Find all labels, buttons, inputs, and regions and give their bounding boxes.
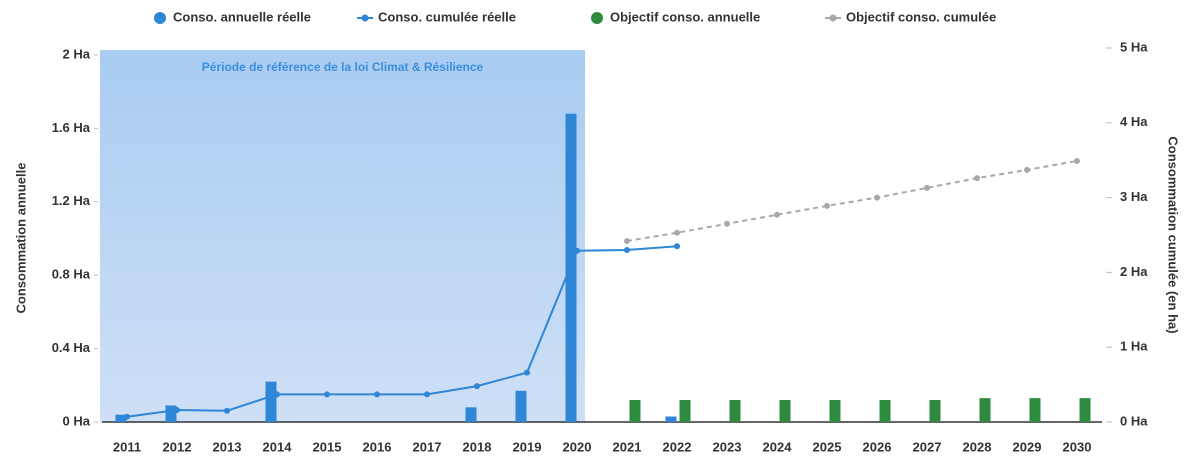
- point: [374, 391, 380, 398]
- point: [424, 391, 430, 398]
- bar: [679, 399, 691, 422]
- y2-axis-title: Consommation cumulée (en ha): [1166, 136, 1181, 333]
- x-tick-label: 2030: [1063, 439, 1092, 454]
- x-tick-label: 2013: [213, 439, 242, 454]
- bar: [515, 390, 527, 422]
- x-tick-label: 2023: [713, 439, 742, 454]
- y2-tick-label: 2 Ha: [1120, 264, 1148, 279]
- x-tick-label: 2024: [763, 439, 793, 454]
- point: [824, 202, 830, 209]
- bar: [1079, 398, 1091, 422]
- point: [674, 229, 680, 236]
- y2-tick-label: 0 Ha: [1120, 413, 1148, 428]
- x-tick-label: 2018: [463, 439, 492, 454]
- point: [274, 391, 280, 398]
- y2-tick-label: 1 Ha: [1120, 339, 1148, 354]
- bar: [779, 399, 791, 422]
- point: [524, 369, 530, 376]
- x-tick-label: 2017: [413, 439, 442, 454]
- point: [324, 391, 330, 398]
- point: [224, 407, 230, 414]
- x-tick-label: 2022: [663, 439, 692, 454]
- bar: [829, 399, 841, 422]
- y-axis-title: Consommation annuelle: [13, 163, 28, 314]
- point: [1024, 166, 1030, 173]
- legend-label: Objectif conso. annuelle: [610, 9, 760, 24]
- bar: [979, 398, 991, 422]
- bar: [729, 399, 741, 422]
- bar: [665, 416, 677, 422]
- bar: [629, 399, 641, 422]
- x-tick-label: 2028: [963, 439, 992, 454]
- bar: [465, 407, 477, 422]
- x-tick-label: 2025: [813, 439, 842, 454]
- x-tick-label: 2020: [563, 439, 592, 454]
- period-label: Période de référence de la loi Climat & …: [202, 60, 484, 74]
- x-tick-label: 2026: [863, 439, 892, 454]
- period-shade: [100, 50, 585, 422]
- line: [626, 159, 1078, 242]
- line: [126, 245, 678, 418]
- y-tick-label: 0.8 Ha: [52, 267, 91, 282]
- bar: [879, 399, 891, 422]
- bar: [115, 414, 127, 422]
- point: [574, 247, 580, 254]
- y2-tick-label: 3 Ha: [1120, 189, 1148, 204]
- legend-label: Conso. cumulée réelle: [378, 9, 516, 24]
- bar: [1029, 398, 1041, 422]
- bar: [265, 381, 277, 422]
- legend-label: Objectif conso. cumulée: [846, 9, 996, 24]
- point: [774, 211, 780, 218]
- point: [174, 407, 180, 414]
- point: [724, 220, 730, 227]
- x-tick-label: 2012: [163, 439, 192, 454]
- x-tick-label: 2016: [363, 439, 392, 454]
- x-tick-label: 2029: [1013, 439, 1042, 454]
- x-tick-label: 2021: [613, 439, 642, 454]
- bar: [929, 399, 941, 422]
- y-tick-label: 1.6 Ha: [52, 120, 91, 135]
- x-tick-label: 2027: [913, 439, 942, 454]
- point: [624, 237, 630, 244]
- y-tick-label: 1.2 Ha: [52, 193, 91, 208]
- point: [924, 184, 930, 191]
- legend-marker: [154, 12, 166, 24]
- y2-tick-label: 5 Ha: [1120, 39, 1148, 54]
- y-tick-label: 0.4 Ha: [52, 340, 91, 355]
- point: [874, 194, 880, 201]
- x-tick-label: 2011: [113, 439, 141, 454]
- x-tick-label: 2019: [513, 439, 542, 454]
- point: [624, 246, 630, 253]
- point: [1074, 157, 1080, 164]
- legend-marker: [829, 14, 837, 22]
- point: [124, 413, 130, 420]
- point: [674, 243, 680, 250]
- x-tick-label: 2015: [313, 439, 342, 454]
- point: [974, 175, 980, 182]
- legend-marker: [591, 12, 603, 24]
- x-tick-label: 2014: [263, 439, 293, 454]
- point: [474, 383, 480, 390]
- legend-marker: [361, 14, 369, 22]
- y2-tick-label: 4 Ha: [1120, 114, 1148, 129]
- bar: [165, 405, 177, 422]
- legend-label: Conso. annuelle réelle: [173, 9, 311, 24]
- y-tick-label: 2 Ha: [63, 46, 91, 61]
- y-tick-label: 0 Ha: [63, 413, 91, 428]
